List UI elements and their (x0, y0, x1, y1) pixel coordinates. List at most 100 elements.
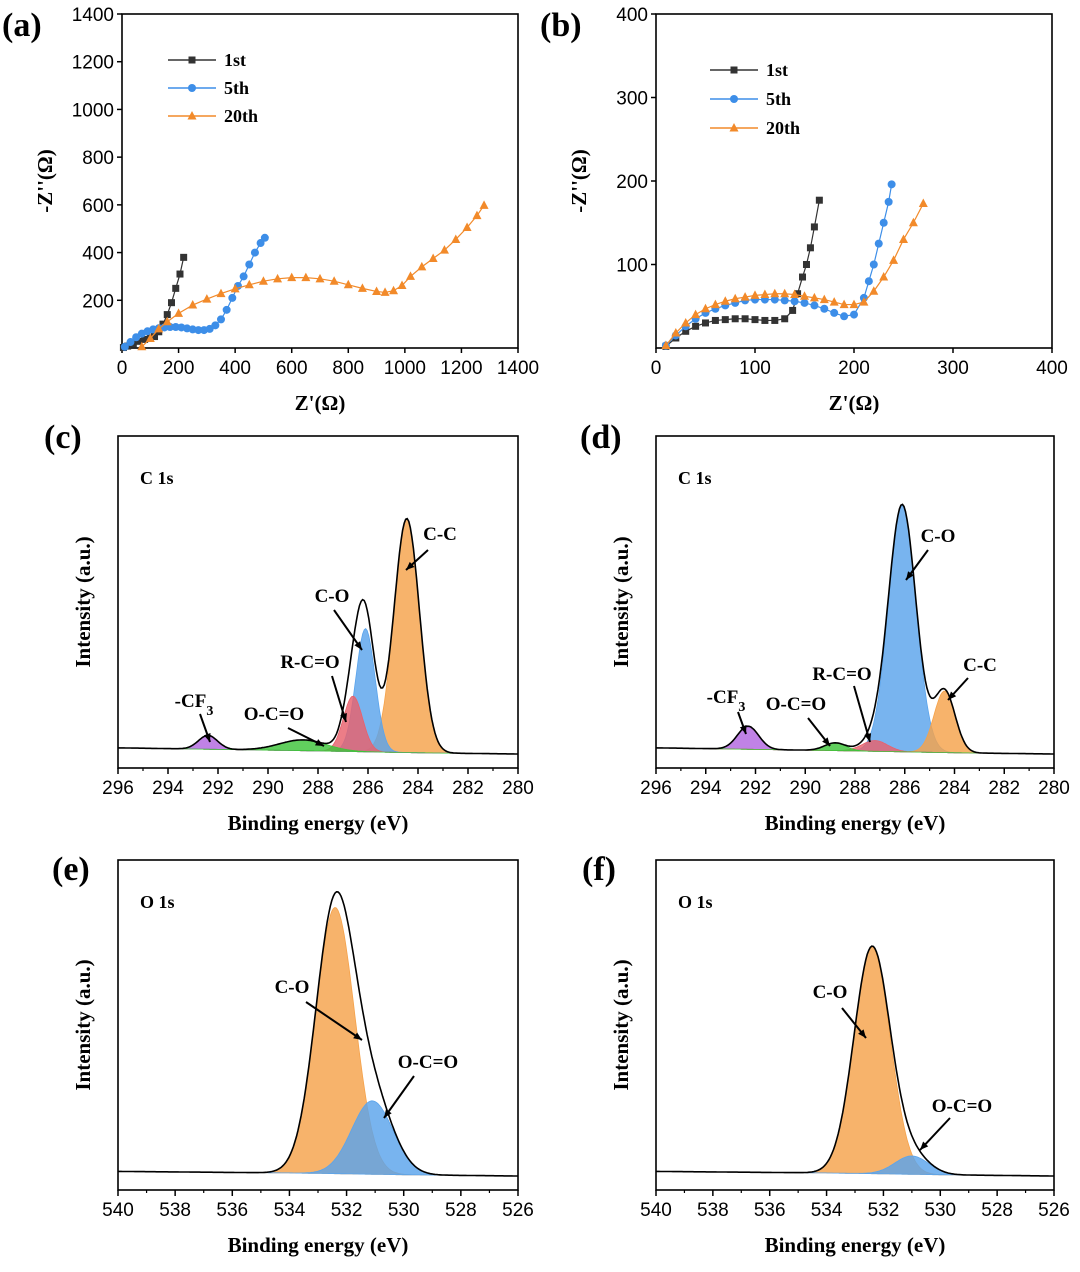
data-point (671, 327, 681, 337)
y-tick-label: 600 (82, 196, 114, 217)
data-point (874, 239, 883, 248)
data-point (462, 222, 472, 232)
data-point (750, 290, 760, 299)
x-tick-label: 800 (332, 358, 364, 379)
arrow-head (739, 725, 747, 734)
data-point (180, 253, 188, 261)
data-point (839, 299, 849, 309)
panel-letter-a: (a) (2, 7, 42, 44)
data-point (479, 200, 489, 209)
panel-letter-f: (f) (582, 851, 616, 888)
data-point (810, 301, 819, 310)
annotation-1: O-C=O (383, 1052, 458, 1119)
data-point (908, 217, 918, 227)
data-point (258, 276, 268, 285)
y-tick-label: 1200 (72, 53, 114, 74)
peak-R-C=O (655, 740, 1054, 755)
x-tick-label: 534 (274, 1200, 306, 1221)
annotation-3: O-C=O (244, 704, 325, 747)
data-point (879, 218, 888, 227)
arrow-head (384, 1109, 392, 1118)
x-tick-label: 290 (252, 778, 284, 799)
data-point (343, 279, 353, 289)
data-point (691, 309, 701, 319)
spectrum-title: O 1s (678, 892, 713, 912)
data-point (211, 321, 220, 330)
arrow-head (340, 713, 347, 722)
x-tick-label: 284 (939, 778, 971, 799)
peak-label: O-C=O (766, 694, 826, 715)
data-point (802, 261, 810, 268)
x-axis-title: Binding energy (eV) (228, 811, 409, 835)
panel-a-nyquist-plot: 0 200 400 600 800 1000 1200 1400 200 400 600 800 100… (33, 5, 539, 415)
panel-e-xps-o1s: 540 538 536 534 532 530 528 526 Binding energy (… (71, 859, 534, 1257)
annotation-4: -CF3 (707, 687, 747, 735)
data-point (120, 342, 129, 351)
subscript-3: 3 (206, 704, 213, 719)
data-point (315, 273, 325, 283)
x-tick-label: 600 (276, 358, 308, 379)
data-point (800, 291, 809, 300)
arrow-head (353, 1032, 362, 1040)
panel-f-xps-o1s: 540 538 536 534 532 530 528 526 Binding energy (… (609, 859, 1070, 1257)
x-tick-label: 286 (352, 778, 384, 799)
data-point (889, 255, 899, 264)
data-point (245, 260, 254, 269)
x-tick-label: 540 (640, 1200, 672, 1221)
data-point (730, 293, 740, 303)
y-axis-title: Intensity (a.u.) (71, 536, 95, 667)
data-point (731, 315, 739, 323)
data-point (406, 271, 416, 280)
data-point (780, 296, 789, 305)
x-tick-label: 290 (789, 778, 821, 799)
y-tick-label: 300 (616, 89, 648, 110)
data-point (702, 319, 709, 327)
annotation-0: C-C (405, 524, 457, 571)
arrow-shaft (853, 685, 871, 743)
x-tick-label: 296 (640, 778, 672, 799)
annotation-2: R-C=O (280, 652, 347, 723)
x-tick-label: 1400 (497, 358, 539, 379)
legend-marker (729, 123, 739, 132)
arrow-shaft (305, 1001, 363, 1041)
data-point (809, 292, 819, 302)
y-axis-title: -Z''(Ω) (33, 149, 57, 212)
x-tick-label: 200 (838, 358, 870, 379)
data-point (135, 337, 143, 345)
arrow-head (406, 561, 415, 570)
envelope-curve (656, 945, 1054, 1177)
legend-marker (730, 66, 738, 74)
x-tick-label: 282 (452, 778, 484, 799)
x-tick-label: 1000 (384, 358, 426, 379)
panel-letter-c: (c) (44, 419, 82, 456)
peak-label: O-C=O (244, 704, 304, 725)
peak-label: C-O (813, 982, 848, 1003)
x-tick-label: 280 (502, 778, 534, 799)
x-tick-label: 536 (216, 1200, 248, 1221)
x-tick-label: 294 (690, 778, 722, 799)
x-tick-label: 400 (219, 358, 251, 379)
data-point (850, 310, 858, 319)
data-point (869, 286, 879, 295)
data-point (830, 308, 839, 317)
y-tick-label: 800 (82, 148, 114, 169)
annotation-4: -CF3 (175, 691, 214, 743)
data-point (840, 312, 849, 321)
annotation-1: O-C=O (919, 1096, 992, 1151)
x-axis-title: Binding energy (eV) (765, 811, 946, 835)
series-1st (119, 253, 188, 352)
x-tick-label: 288 (839, 778, 871, 799)
arrow-head (920, 1141, 929, 1150)
series-5th (120, 233, 269, 351)
data-point (864, 277, 873, 286)
arrow-head (864, 733, 872, 742)
legend-label: 20th (766, 118, 800, 138)
peak-label: -CF3 (175, 691, 214, 719)
x-tick-label: 534 (811, 1200, 843, 1221)
x-tick-label: 538 (159, 1200, 191, 1221)
data-point (141, 335, 149, 343)
peak-label: O-C=O (398, 1052, 458, 1073)
data-point (681, 317, 691, 327)
panel-letter-b: (b) (540, 7, 582, 44)
x-tick-label: 530 (924, 1200, 956, 1221)
